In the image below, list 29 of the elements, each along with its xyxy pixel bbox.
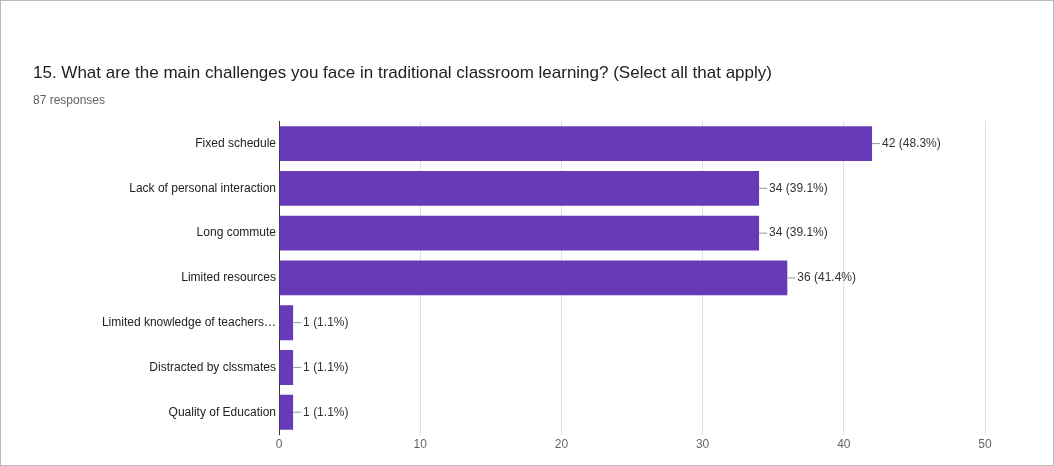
- y-tick-label: Fixed schedule: [195, 135, 277, 150]
- data-label: 36 (41.4%): [797, 270, 857, 285]
- data-label: 1 (1.1%): [303, 359, 349, 374]
- bar: [279, 260, 788, 296]
- y-tick-label: Quality of Education: [168, 404, 276, 419]
- x-tick-label: 30: [695, 437, 710, 452]
- bar: [279, 394, 294, 430]
- bar: [279, 170, 760, 206]
- x-tick-label: 20: [554, 437, 569, 452]
- data-label: 34 (39.1%): [769, 225, 828, 240]
- text: 87 responses: [33, 93, 106, 107]
- y-tick-label: Distracted by clssmates: [149, 359, 276, 374]
- bar: [279, 215, 760, 251]
- y-tick-label: Long commute: [196, 225, 277, 240]
- bar: [279, 349, 294, 385]
- x-tick-label: 0: [275, 437, 283, 452]
- chart-title: 15. What are the main challenges you face in traditional classroom learning? (Select all that apply): [33, 63, 772, 83]
- data-label: 1 (1.1%): [303, 404, 349, 419]
- x-tick-label: 10: [413, 437, 428, 452]
- data-label: 1 (1.1%): [303, 314, 349, 329]
- bar: [279, 305, 294, 341]
- bar: [279, 126, 873, 162]
- y-tick-label: Limited resources: [181, 270, 276, 285]
- data-label: 42 (48.3%): [882, 135, 941, 150]
- y-tick-label: Limited knowledge of teachers…: [101, 314, 276, 329]
- x-tick-label: 40: [837, 437, 851, 452]
- y-tick-label: Lack of personal interaction: [129, 180, 276, 195]
- data-label: 34 (39.1%): [769, 180, 828, 195]
- x-tick-label: 50: [978, 437, 992, 452]
